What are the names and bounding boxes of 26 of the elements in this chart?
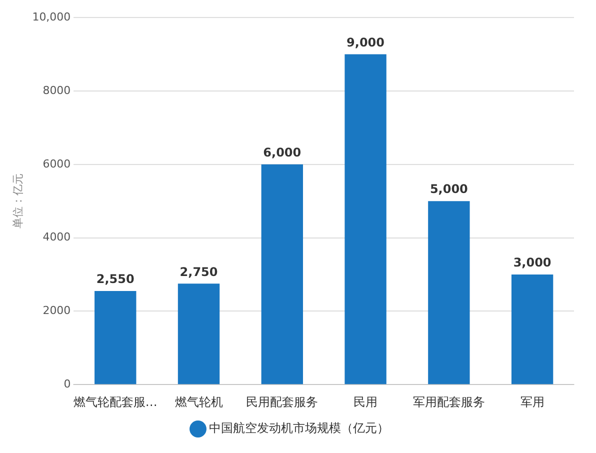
y-tick-label: 6000 bbox=[42, 157, 71, 170]
data-label: 6,000 bbox=[263, 146, 302, 160]
y-axis-title: 单位：亿元 bbox=[11, 174, 24, 229]
bar bbox=[94, 291, 136, 384]
legend-label: 中国航空发动机市场规模（亿元） bbox=[209, 421, 389, 436]
x-tick-label: 燃气轮配套服… bbox=[73, 394, 158, 409]
x-tick-label: 民用配套服务 bbox=[246, 394, 318, 409]
bar bbox=[511, 274, 554, 384]
data-label: 2,550 bbox=[96, 272, 134, 286]
data-label: 9,000 bbox=[346, 35, 385, 50]
bar bbox=[428, 201, 470, 384]
y-tick-label: 0 bbox=[64, 377, 71, 390]
bar bbox=[344, 54, 386, 384]
y-tick-label: 10,000 bbox=[32, 10, 71, 24]
y-tick-label: 2000 bbox=[42, 304, 71, 318]
y-tick-label: 4000 bbox=[42, 230, 71, 244]
bar bbox=[178, 284, 220, 384]
bar bbox=[261, 164, 303, 384]
x-tick-label: 军用配套服务 bbox=[412, 394, 485, 409]
x-tick-label: 燃气轮机 bbox=[174, 394, 223, 409]
data-label: 2,750 bbox=[180, 264, 218, 279]
x-tick-label: 民用 bbox=[354, 394, 378, 409]
data-label: 5,000 bbox=[430, 182, 468, 196]
data-label: 3,000 bbox=[513, 256, 552, 270]
x-tick-label: 军用 bbox=[520, 394, 544, 409]
y-tick-label: 8000 bbox=[42, 84, 71, 97]
